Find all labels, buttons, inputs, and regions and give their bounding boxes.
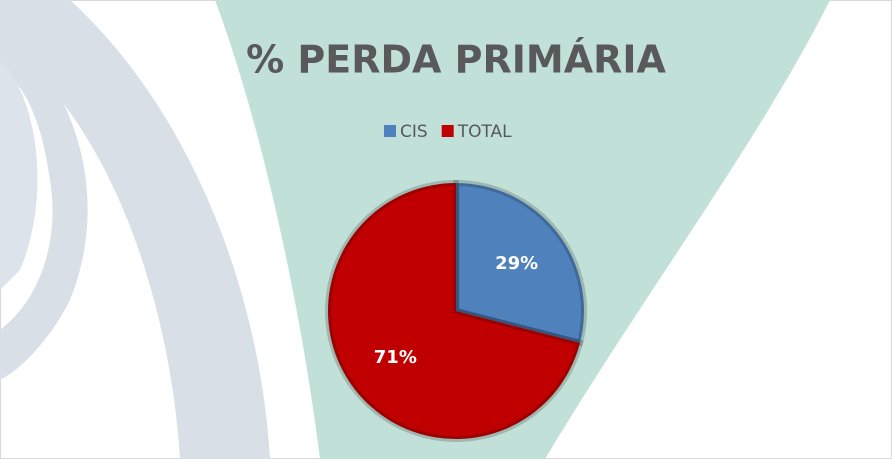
legend-swatch — [384, 125, 396, 137]
pie: 29% 71% — [328, 183, 584, 439]
legend-swatch — [442, 125, 454, 137]
chart-title: % PERDA PRIMÁRIA — [246, 38, 666, 82]
data-label: 71% — [374, 347, 417, 368]
legend-label: TOTAL — [457, 122, 512, 142]
data-label: 29% — [495, 253, 538, 274]
chart: % PERDA PRIMÁRIA CIS TOTAL 29% 71% — [0, 0, 892, 459]
legend-label: CIS — [400, 122, 428, 142]
